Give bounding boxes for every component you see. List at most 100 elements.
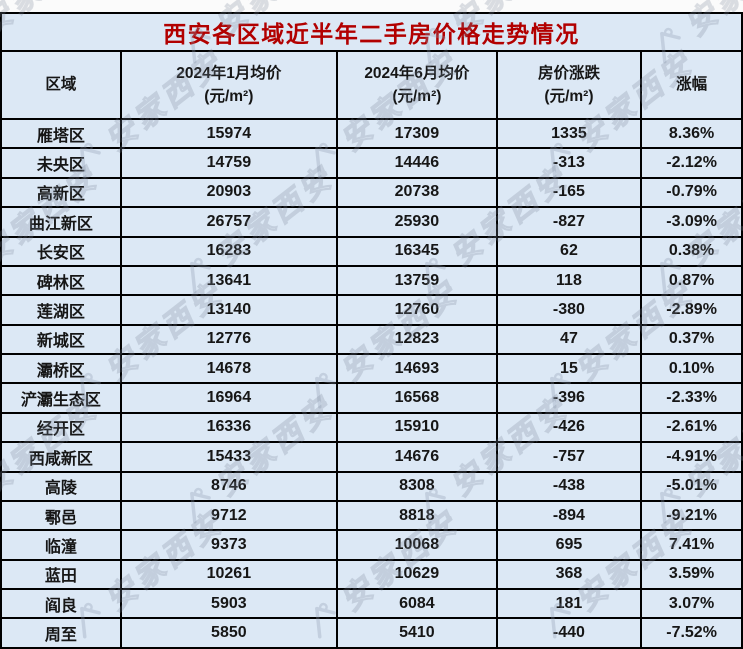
title-row: 西安各区域近半年二手房价格走势情况	[0, 12, 743, 52]
value-cell: -165	[495, 176, 643, 209]
district-cell: 临潼	[0, 529, 122, 561]
value-cell: 14759	[119, 147, 339, 179]
table-row: 曲江新区 26757 25930 -827 -3.09%	[0, 206, 743, 238]
table-row: 蓝田 10261 10629 368 3.59%	[0, 558, 743, 591]
value-cell: 15974	[119, 117, 339, 150]
table-row: 鄠邑 9712 8818 -894 -9.21%	[0, 499, 743, 532]
value-cell: 15	[495, 352, 643, 385]
value-cell: 3.59%	[640, 558, 743, 591]
value-cell: -396	[495, 382, 643, 414]
district-cell: 浐灞生态区	[0, 382, 122, 414]
district-cell: 曲江新区	[0, 206, 122, 238]
district-cell: 经开区	[0, 411, 122, 444]
value-cell: 12760	[336, 294, 498, 326]
column-header-3: 房价涨跌 (元/m²)	[495, 50, 643, 120]
table-row: 经开区 16336 15910 -426 -2.61%	[0, 411, 743, 444]
value-cell: 20738	[336, 176, 498, 209]
table-body: 雁塔区 15974 17309 1335 8.36% 未央区 14759 14446 -313-…	[0, 117, 743, 649]
value-cell: 12823	[336, 323, 498, 356]
column-header-label: 区域	[45, 76, 77, 94]
value-cell: 14678	[119, 352, 339, 385]
district-cell: 新城区	[0, 323, 122, 356]
value-cell: 14693	[336, 352, 498, 385]
district-cell: 莲湖区	[0, 294, 122, 326]
value-cell: -0.79%	[640, 176, 743, 209]
value-cell: 16568	[336, 382, 498, 414]
district-cell: 灞桥区	[0, 352, 122, 385]
district-cell: 雁塔区	[0, 117, 122, 150]
district-cell: 碑林区	[0, 264, 122, 297]
value-cell: 13759	[336, 264, 498, 297]
value-cell: -438	[495, 470, 643, 502]
value-cell: -2.61%	[640, 411, 743, 444]
value-cell: 16336	[119, 411, 339, 444]
value-cell: 9373	[119, 529, 339, 561]
value-cell: 10629	[336, 558, 498, 591]
column-header-unit: (元/m²)	[204, 88, 254, 105]
table-row: 西咸新区 15433 14676 -757 -4.91%	[0, 441, 743, 473]
value-cell: 1335	[495, 117, 643, 150]
table-row: 雁塔区 15974 17309 1335 8.36%	[0, 117, 743, 150]
table-row: 周至 5850 5410 -440 -7.52%	[0, 617, 743, 649]
district-cell: 高新区	[0, 176, 122, 209]
table-row: 高新区 20903 20738 -165 -0.79%	[0, 176, 743, 209]
value-cell: 7.41%	[640, 529, 743, 561]
value-cell: 47	[495, 323, 643, 356]
value-cell: -426	[495, 411, 643, 444]
value-cell: -2.33%	[640, 382, 743, 414]
value-cell: 14676	[336, 441, 498, 473]
column-header-unit: (元/m²)	[392, 88, 442, 105]
value-cell: -4.91%	[640, 441, 743, 473]
table-row: 浐灞生态区 16964 16568 -396 -2.33%	[0, 382, 743, 414]
table-row: 碑林区 13641 13759 118 0.87%	[0, 264, 743, 297]
value-cell: 20903	[119, 176, 339, 209]
value-cell: 0.37%	[640, 323, 743, 356]
value-cell: 5410	[336, 617, 498, 649]
value-cell: -380	[495, 294, 643, 326]
value-cell: 5903	[119, 587, 339, 620]
column-header-label: 2024年6月均价	[364, 64, 470, 82]
value-cell: -894	[495, 499, 643, 532]
value-cell: 14446	[336, 147, 498, 179]
value-cell: 8746	[119, 470, 339, 502]
value-cell: 15433	[119, 441, 339, 473]
value-cell: -2.12%	[640, 147, 743, 179]
value-cell: 25930	[336, 206, 498, 238]
table-row: 临潼 9373 10068 695 7.41%	[0, 529, 743, 561]
value-cell: 62	[495, 235, 643, 267]
value-cell: 13641	[119, 264, 339, 297]
table-row: 长安区 16283 16345 62 0.38%	[0, 235, 743, 267]
value-cell: 8308	[336, 470, 498, 502]
table-row: 阎良 5903 6084 181 3.07%	[0, 587, 743, 620]
value-cell: 16964	[119, 382, 339, 414]
value-cell: 695	[495, 529, 643, 561]
value-cell: 8.36%	[640, 117, 743, 150]
table-row: 灞桥区 14678 14693 15 0.10%	[0, 352, 743, 385]
column-header-label: 2024年1月均价	[176, 64, 282, 82]
table-row: 新城区 12776 12823 47 0.37%	[0, 323, 743, 356]
table-row: 高陵 8746 8308 -438 -5.01%	[0, 470, 743, 502]
district-cell: 周至	[0, 617, 122, 649]
column-header-1: 2024年1月均价 (元/m²)	[119, 50, 339, 120]
district-cell: 阎良	[0, 587, 122, 620]
column-header-2: 2024年6月均价 (元/m²)	[336, 50, 498, 120]
value-cell: -9.21%	[640, 499, 743, 532]
district-cell: 西咸新区	[0, 441, 122, 473]
value-cell: 118	[495, 264, 643, 297]
column-header-label: 涨幅	[676, 76, 708, 94]
table-header-row: 区域 2024年1月均价 (元/m²) 2024年6月均价 (元/m²) 房价涨跌 (元/m…	[0, 50, 743, 120]
value-cell: 10261	[119, 558, 339, 591]
column-header-0: 区域	[0, 50, 122, 120]
value-cell: 368	[495, 558, 643, 591]
value-cell: -7.52%	[640, 617, 743, 649]
district-cell: 长安区	[0, 235, 122, 267]
district-cell: 蓝田	[0, 558, 122, 591]
price-table: 西安各区域近半年二手房价格走势情况 区域 2024年1月均价 (元/m²) 2024年…	[0, 12, 743, 649]
value-cell: -757	[495, 441, 643, 473]
column-header-label: 房价涨跌	[537, 64, 600, 82]
table-row: 莲湖区 13140 12760 -380 -2.89%	[0, 294, 743, 326]
value-cell: -2.89%	[640, 294, 743, 326]
value-cell: 5850	[119, 617, 339, 649]
value-cell: 16345	[336, 235, 498, 267]
district-cell: 未央区	[0, 147, 122, 179]
